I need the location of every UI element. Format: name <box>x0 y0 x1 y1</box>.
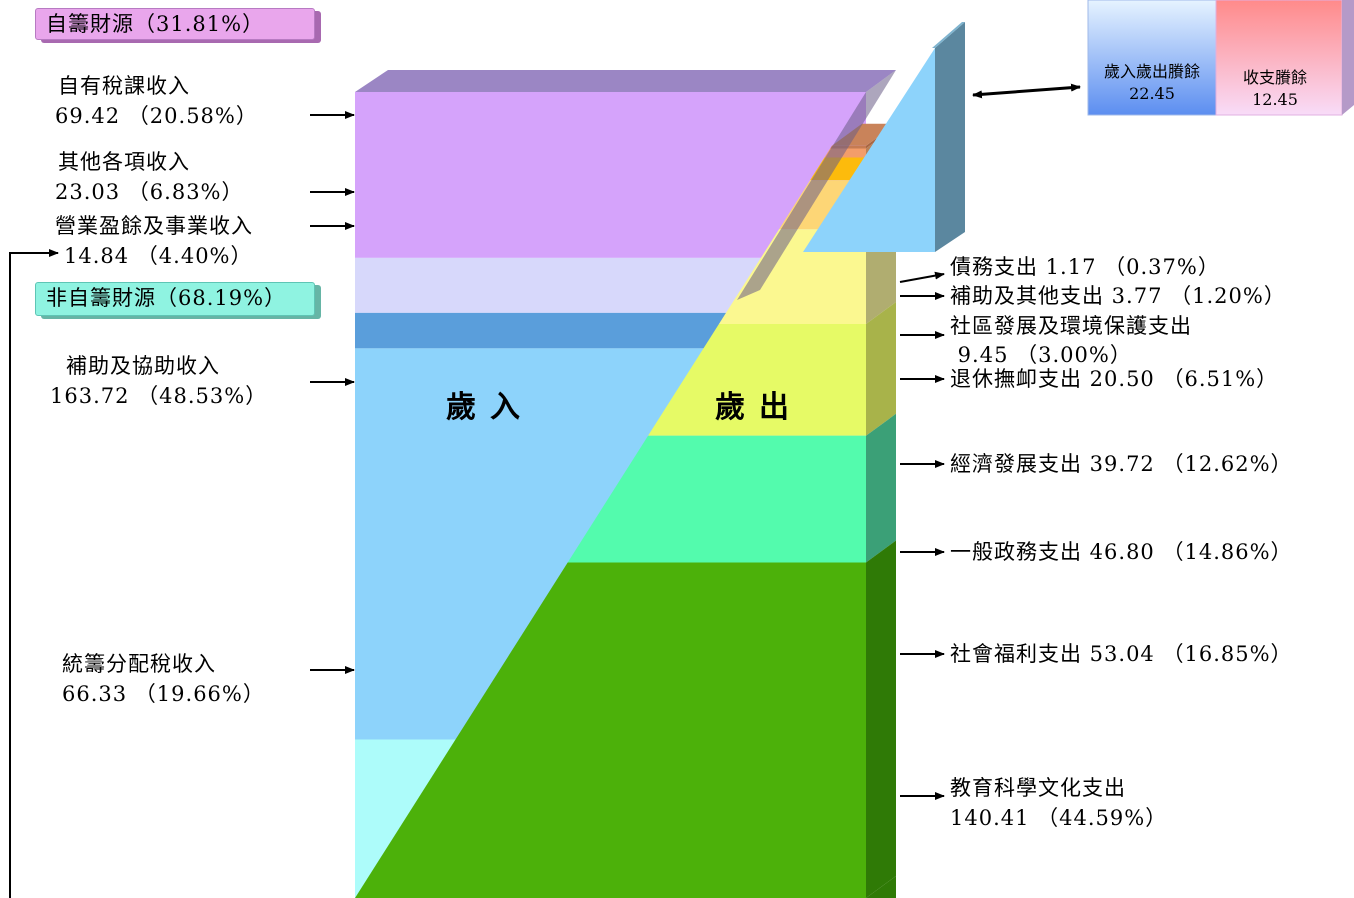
exp-education-value: 140.41 （44.59%） <box>950 806 1168 830</box>
revenue-top-face <box>355 70 896 92</box>
exp-welfare-label: 社會福利支出 53.04 （16.85%） <box>950 642 1293 666</box>
surplus-wedge-top <box>932 22 965 48</box>
exp-pension-label: 退休撫卹支出 20.50 （6.51%） <box>950 367 1279 391</box>
left-bracket-arrow <box>9 249 59 898</box>
surplus-wedge-side <box>935 22 965 252</box>
rev-own-tax-name: 自有稅課收入 <box>58 74 190 98</box>
surplus-box-side <box>1342 0 1354 115</box>
rev-subsidy-name: 補助及協助收入 <box>66 354 220 378</box>
surplus-wedge-face <box>803 48 935 252</box>
expenditure-center-label: 歲出 <box>715 390 803 425</box>
exp-community-value: 9.45 （3.00%） <box>950 343 1132 367</box>
expenditure-band-4 <box>718 229 866 324</box>
revenue-right-edge <box>737 70 896 300</box>
surplus-value-1: 22.45 <box>1129 84 1175 103</box>
exp-economic-label: 經濟發展支出 39.72 （12.62%） <box>950 452 1293 476</box>
arrow-debt <box>899 271 945 283</box>
revenue-center-label: 歲入 <box>446 390 534 425</box>
rev-subsidy-value: 163.72 （48.53%） <box>50 384 268 408</box>
self-funded-badge: 自籌財源（31.81%） <box>35 8 315 40</box>
surplus-label-1: 歲入歲出賸餘 <box>1103 62 1200 81</box>
exp-community-label: 社區發展及環境保護支出 <box>950 314 1192 338</box>
rev-allocated-value: 66.33 （19.66%） <box>62 682 265 706</box>
surplus-box-pink <box>1215 0 1343 116</box>
exp-debt-label: 債務支出 1.17 （0.37%） <box>950 255 1220 279</box>
rev-business-name: 營業盈餘及事業收入 <box>55 214 253 238</box>
expenditure-band-5 <box>648 323 866 436</box>
expenditure-side-5 <box>866 301 896 436</box>
surplus-double-arrow <box>972 83 1081 99</box>
surplus-value-2: 12.45 <box>1252 90 1298 109</box>
expenditure-band-6 <box>567 435 866 563</box>
expenditure-side-6 <box>866 413 896 563</box>
rev-other-name: 其他各項收入 <box>58 150 190 174</box>
exp-subsidy-other-label: 補助及其他支出 3.77 （1.20%） <box>950 284 1286 308</box>
surplus-label-2: 收支賸餘 <box>1242 68 1307 87</box>
exp-general-label: 一般政務支出 46.80 （14.86%） <box>950 540 1293 564</box>
rev-own-tax-value: 69.42 （20.58%） <box>55 104 258 128</box>
rev-allocated-name: 統籌分配稅收入 <box>62 652 216 676</box>
expenditure-side-7 <box>866 540 896 898</box>
surplus-box-blue <box>1087 0 1217 116</box>
non-self-funded-badge: 非自籌財源（68.19%） <box>35 282 315 316</box>
rev-other-value: 23.03 （6.83%） <box>55 180 244 204</box>
exp-education-name: 教育科學文化支出 <box>950 776 1126 800</box>
expenditure-band-7 <box>355 562 866 898</box>
rev-business-value: 14.84 （4.40%） <box>64 244 253 268</box>
expenditure-bottom-edge <box>866 876 896 898</box>
revenue-band-0 <box>355 92 866 258</box>
